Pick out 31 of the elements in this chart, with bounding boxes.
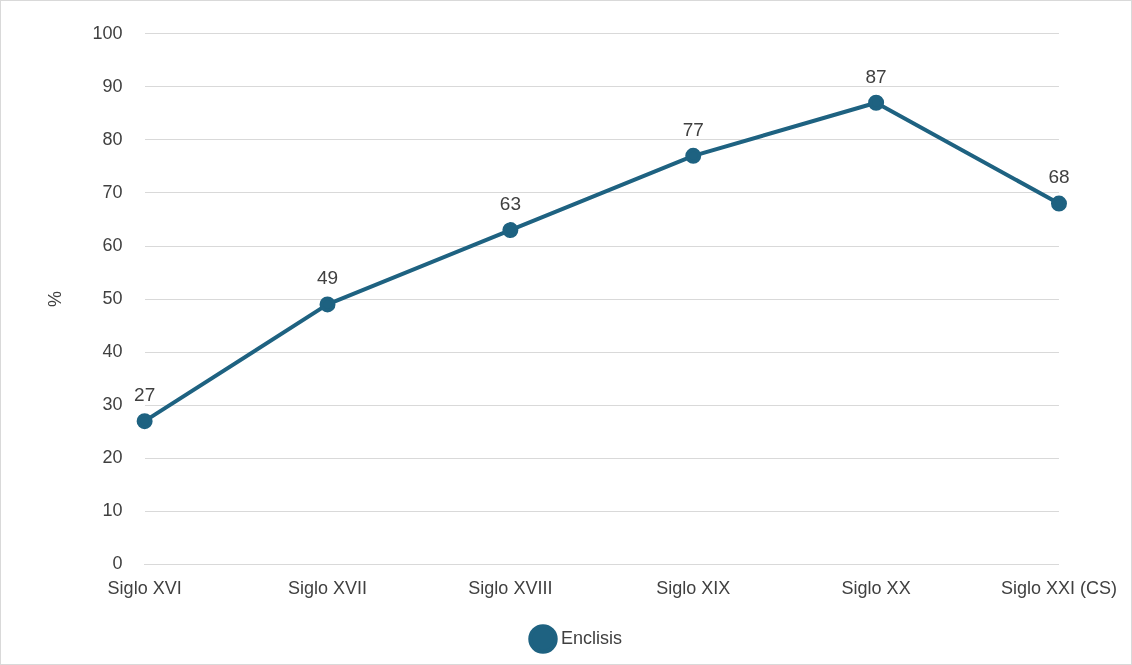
y-tick-label: 30 (102, 394, 123, 415)
y-tick-label: 100 (92, 22, 123, 43)
y-tick-label: 20 (102, 447, 123, 468)
y-tick-label: 40 (102, 341, 123, 362)
point (868, 94, 885, 111)
x-tick-label: Siglo XXI (CS) (1000, 578, 1118, 599)
x-tick-label: Siglo XIX (656, 578, 731, 599)
data-label: 49 (316, 267, 339, 289)
data-label: 63 (499, 192, 521, 214)
point (685, 147, 702, 164)
y-tick-label: 0 (112, 553, 123, 574)
x-tick-label: Siglo XVII (287, 578, 368, 599)
y-tick-label: 60 (102, 235, 123, 256)
data-label: 68 (1048, 166, 1070, 188)
x-tick-label: Siglo XVI (107, 578, 182, 599)
y-tick-label: 10 (102, 500, 123, 521)
data-label: 87 (865, 65, 887, 87)
point (502, 222, 519, 239)
point (319, 296, 336, 313)
point (136, 413, 153, 430)
legend-label: Enclisis (560, 627, 623, 648)
data-label: 27 (134, 383, 156, 405)
point (1050, 195, 1067, 212)
y-axis-title: % (44, 291, 65, 308)
data-label: 77 (682, 118, 704, 140)
x-tick-label: Siglo XX (841, 578, 911, 599)
y-tick-label: 90 (102, 75, 123, 96)
y-tick-label: 50 (102, 288, 123, 309)
x-tick-label: Siglo XVIII (468, 578, 553, 599)
y-tick-label: 70 (102, 181, 123, 202)
y-tick-label: 80 (102, 128, 123, 149)
